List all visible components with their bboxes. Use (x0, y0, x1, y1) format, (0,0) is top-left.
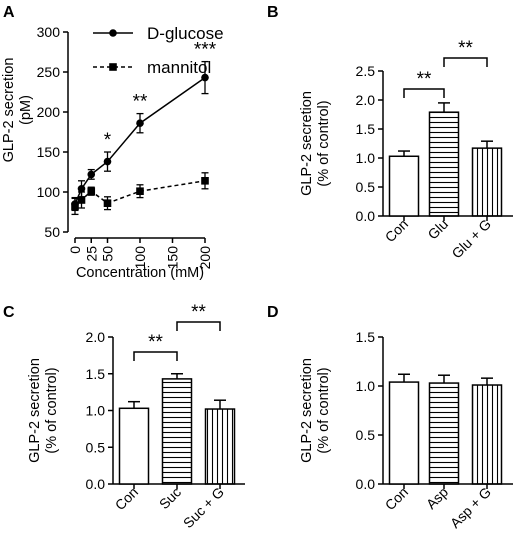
y-tick-label: 2.0 (356, 92, 376, 108)
bar-con (118, 407, 150, 485)
x-tick-label: 50 (100, 246, 116, 262)
y-tick-label: 1.5 (356, 121, 376, 137)
data-point (87, 170, 96, 179)
x-tick-label: 25 (83, 246, 99, 262)
data-point (103, 157, 112, 166)
x-tick-label: Con (382, 484, 411, 513)
bar-con (388, 381, 420, 485)
significance-stars: * (104, 130, 112, 151)
y-axis-label: GLP-2 secretion(% of control) (299, 358, 332, 463)
x-tick-label: Suc (156, 484, 184, 512)
y-tick-label: 1.5 (86, 366, 106, 382)
data-point (87, 187, 96, 195)
x-tick-label: Asp (423, 484, 452, 513)
significance-stars: ** (417, 69, 432, 90)
legend-label: mannitol (147, 58, 211, 77)
bar-asp (428, 382, 460, 485)
data-point (136, 119, 144, 127)
significance-stars: ** (133, 92, 148, 113)
significance-bracket (176, 321, 221, 331)
bar-suc (161, 378, 193, 485)
legend-marker (109, 29, 117, 37)
significance-bracket (133, 351, 178, 361)
data-point (71, 202, 79, 211)
y-tick-label: 0.0 (86, 476, 106, 492)
y-tick-label: 100 (37, 184, 61, 200)
bar-glu-g (471, 147, 503, 217)
bar-asp-g (471, 384, 503, 485)
y-tick-label: 0.0 (356, 208, 376, 224)
y-tick-label: 250 (37, 64, 61, 80)
x-axis-label: Concentration (mM) (76, 265, 204, 281)
x-tick-label: Suc + G (180, 484, 227, 531)
x-tick-label: 0 (67, 246, 83, 254)
data-point (77, 196, 86, 204)
y-tick-label: 0.5 (356, 427, 376, 443)
x-tick-label: Con (382, 216, 411, 245)
data-point (77, 185, 86, 193)
x-tick-label: Asp + G (447, 484, 494, 531)
legend-marker (109, 63, 117, 71)
panel-b-bar-chart: B 0.0 0.5 1.0 1.5 2.0 2.5 GLP-2 secretion(% of … (267, 4, 513, 262)
y-tick-label: 2.0 (86, 329, 106, 345)
x-tick-label: 150 (165, 246, 181, 270)
significance-stars: *** (194, 40, 217, 61)
y-tick-label: 50 (44, 224, 60, 240)
bar-con (388, 155, 420, 217)
y-tick-label: 0.5 (356, 179, 376, 195)
bar-glu (428, 111, 460, 217)
y-tick-label: 2.5 (356, 63, 376, 79)
y-tick-label: 1.5 (356, 329, 376, 345)
y-axis-label: GLP-2 secretion(% of control) (299, 91, 332, 196)
data-point (201, 73, 209, 82)
x-tick-label: Con (112, 484, 141, 513)
significance-stars: ** (458, 38, 473, 59)
panel-letter-c: C (3, 304, 15, 321)
x-tick-label: Glu (424, 216, 451, 243)
y-tick-label: 150 (37, 144, 61, 160)
panel-letter-a: A (3, 4, 15, 21)
x-tick-label: Glu + G (448, 216, 494, 262)
y-tick-label: 1.0 (356, 378, 376, 394)
data-point (201, 177, 209, 185)
significance-stars: ** (191, 302, 206, 323)
panel-letter-d: D (267, 304, 279, 321)
y-tick-label: 300 (37, 24, 61, 40)
data-point (136, 187, 144, 195)
y-axis-label: GLP-2 secretion(pM) (1, 58, 34, 163)
y-tick-label: 0.5 (86, 439, 106, 455)
x-tick-label: 100 (132, 246, 148, 270)
significance-stars: ** (148, 332, 163, 353)
y-tick-label: 200 (37, 104, 61, 120)
bar-suc-g (204, 408, 236, 485)
data-point (103, 199, 112, 207)
panel-c-bar-chart: C 0.0 0.5 1.0 1.5 2.0 GLP-2 secretion(% of con… (3, 302, 245, 531)
y-tick-label: 1.0 (86, 403, 106, 419)
x-tick-label: 200 (197, 246, 213, 270)
y-axis-label: GLP-2 secretion(% of control) (27, 358, 60, 463)
legend-label: D-glucose (147, 24, 224, 43)
y-tick-label: 0.0 (356, 476, 376, 492)
y-tick-label: 1.0 (356, 150, 376, 166)
panel-d-bar-chart: D 0.0 0.5 1.0 1.5 GLP-2 secretion(% of contro… (267, 304, 513, 531)
significance-bracket (443, 57, 488, 67)
significance-bracket (403, 88, 445, 98)
panel-letter-b: B (267, 4, 279, 21)
